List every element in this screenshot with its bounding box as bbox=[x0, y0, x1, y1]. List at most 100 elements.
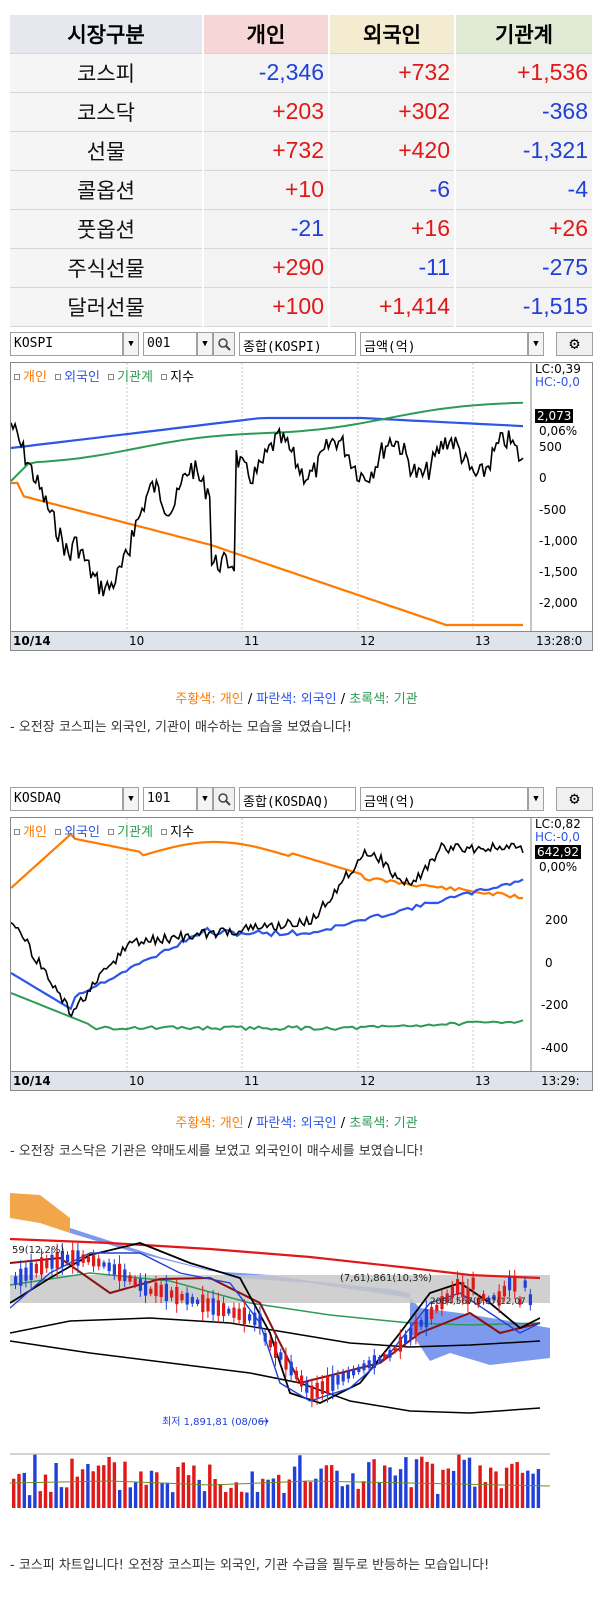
candle-body bbox=[55, 1251, 59, 1269]
candle-body bbox=[227, 1308, 231, 1314]
candle-body bbox=[248, 1314, 252, 1321]
label-mid: (7,61),861(10,3%) bbox=[340, 1273, 432, 1284]
current-value-badge: 2,073 bbox=[535, 409, 574, 423]
candle-body bbox=[466, 1287, 470, 1305]
green-ma-line bbox=[10, 1272, 541, 1326]
x-label: 13:29: bbox=[541, 1074, 580, 1088]
foreign-line bbox=[11, 878, 524, 1011]
volume-bar bbox=[149, 1470, 154, 1508]
kospi-x-axis: 10/14 10 11 12 13 13:28:0 bbox=[11, 631, 592, 650]
kosdaq-supply-chart: 개인 외국인 기관계 지수 LC:0,82 HC:-0,0 642,92 0,0… bbox=[10, 817, 593, 1091]
legend-index: 지수 bbox=[170, 370, 195, 385]
cell-value: -368 bbox=[455, 92, 593, 132]
x-label: 13:28:0 bbox=[536, 634, 583, 648]
candle-body bbox=[164, 1283, 168, 1302]
ichimoku-cloud bbox=[70, 1228, 550, 1365]
kospi-candlestick-chart: 59(12,2%) (7,61),861(10,3%) 2084,567(0,8… bbox=[10, 1183, 550, 1540]
settings-button[interactable]: ⚙ bbox=[556, 332, 593, 356]
index-name-field: 종합(KOSDAQ) bbox=[239, 787, 356, 811]
candle-body bbox=[154, 1282, 158, 1297]
volume-bar bbox=[91, 1471, 95, 1508]
candle-body bbox=[190, 1296, 194, 1304]
low-arrow-icon: → bbox=[259, 1414, 269, 1428]
table-row: 코스피 -2,346 +732 +1,536 bbox=[10, 53, 593, 93]
cell-value: +732 bbox=[329, 53, 456, 93]
current-pct: 0,06% bbox=[539, 424, 578, 438]
volume-bar bbox=[155, 1472, 159, 1508]
candle-body bbox=[294, 1370, 298, 1379]
candle-body bbox=[242, 1307, 246, 1325]
candle-body bbox=[372, 1355, 376, 1368]
candle-body bbox=[34, 1263, 38, 1274]
candle-body bbox=[341, 1373, 345, 1382]
market-dropdown-button[interactable]: ▼ bbox=[123, 332, 139, 356]
volume-bar bbox=[118, 1489, 122, 1508]
candle-body bbox=[305, 1381, 309, 1393]
code-dropdown-button[interactable]: ▼ bbox=[197, 787, 213, 811]
y-tick: 500 bbox=[539, 440, 562, 454]
candle-body bbox=[138, 1278, 142, 1291]
search-button[interactable] bbox=[213, 787, 235, 811]
candle-body bbox=[175, 1286, 179, 1305]
volume-bar bbox=[96, 1465, 101, 1508]
volume-bar bbox=[229, 1487, 233, 1508]
header-market: 시장구분 bbox=[10, 15, 204, 54]
kospi-color-caption: 주황색: 개인 / 파란색: 외국인 / 초록색: 기관 bbox=[0, 688, 593, 707]
candle-body bbox=[185, 1292, 189, 1305]
volume-bar bbox=[398, 1469, 403, 1508]
candle-body bbox=[206, 1298, 210, 1312]
row-label: 풋옵션 bbox=[10, 209, 204, 249]
candle-body bbox=[118, 1263, 122, 1281]
unit-select[interactable]: 금액(억) bbox=[360, 332, 528, 356]
cell-value: +100 bbox=[203, 287, 330, 327]
gear-icon: ⚙ bbox=[569, 334, 580, 354]
volume-bar bbox=[451, 1470, 456, 1508]
candle-body bbox=[362, 1363, 366, 1371]
x-label: 10 bbox=[129, 1074, 145, 1088]
candle-body bbox=[492, 1295, 496, 1301]
index-name-field: 종합(KOSPI) bbox=[239, 332, 356, 356]
volume-bar bbox=[531, 1473, 535, 1508]
unit-dropdown-button[interactable]: ▼ bbox=[528, 787, 544, 811]
cell-value: +420 bbox=[329, 131, 456, 171]
volume-bar bbox=[192, 1465, 196, 1508]
settings-button[interactable]: ⚙ bbox=[556, 787, 593, 811]
volume-bar bbox=[536, 1468, 541, 1508]
candle-body bbox=[383, 1354, 387, 1359]
code-input[interactable]: 101 bbox=[143, 787, 197, 811]
volume-bar bbox=[80, 1469, 85, 1508]
candle-body bbox=[24, 1267, 28, 1281]
kosdaq-x-axis: 10/14 10 11 12 13 13:29: bbox=[11, 1071, 592, 1090]
candle-body bbox=[336, 1374, 340, 1385]
volume-bar bbox=[467, 1457, 472, 1508]
code-input[interactable]: 001 bbox=[143, 332, 197, 356]
search-button[interactable] bbox=[213, 332, 235, 356]
candle-body bbox=[346, 1370, 350, 1379]
volume-bar bbox=[171, 1492, 175, 1508]
x-label: 12 bbox=[360, 634, 376, 648]
candle-body bbox=[274, 1341, 278, 1358]
market-select[interactable]: KOSPI bbox=[10, 332, 123, 356]
candle-body bbox=[97, 1258, 101, 1267]
x-label: 11 bbox=[244, 1074, 260, 1088]
volume-bar bbox=[49, 1491, 53, 1508]
volume-bar bbox=[494, 1471, 498, 1508]
volume-bar bbox=[27, 1495, 32, 1508]
unit-dropdown-button[interactable]: ▼ bbox=[528, 332, 544, 356]
y-tick: 0 bbox=[539, 471, 547, 485]
volume-bar bbox=[102, 1465, 106, 1508]
volume-bar bbox=[340, 1486, 344, 1508]
market-dropdown-button[interactable]: ▼ bbox=[123, 787, 139, 811]
candle-body bbox=[102, 1262, 106, 1267]
kosdaq-lc-hc: LC:0,82 HC:-0,0 bbox=[535, 818, 581, 844]
volume-bar bbox=[303, 1480, 307, 1508]
volume-bar bbox=[335, 1470, 339, 1508]
volume-bar bbox=[197, 1479, 201, 1508]
code-dropdown-button[interactable]: ▼ bbox=[197, 332, 213, 356]
kospi-legend: 개인 외국인 기관계 지수 bbox=[14, 366, 194, 385]
market-select[interactable]: KOSDAQ bbox=[10, 787, 123, 811]
index-line bbox=[11, 421, 524, 597]
caption-foreign: 파란색: 외국인 bbox=[256, 692, 337, 707]
unit-select[interactable]: 금액(억) bbox=[360, 787, 528, 811]
volume-bar bbox=[324, 1465, 329, 1508]
